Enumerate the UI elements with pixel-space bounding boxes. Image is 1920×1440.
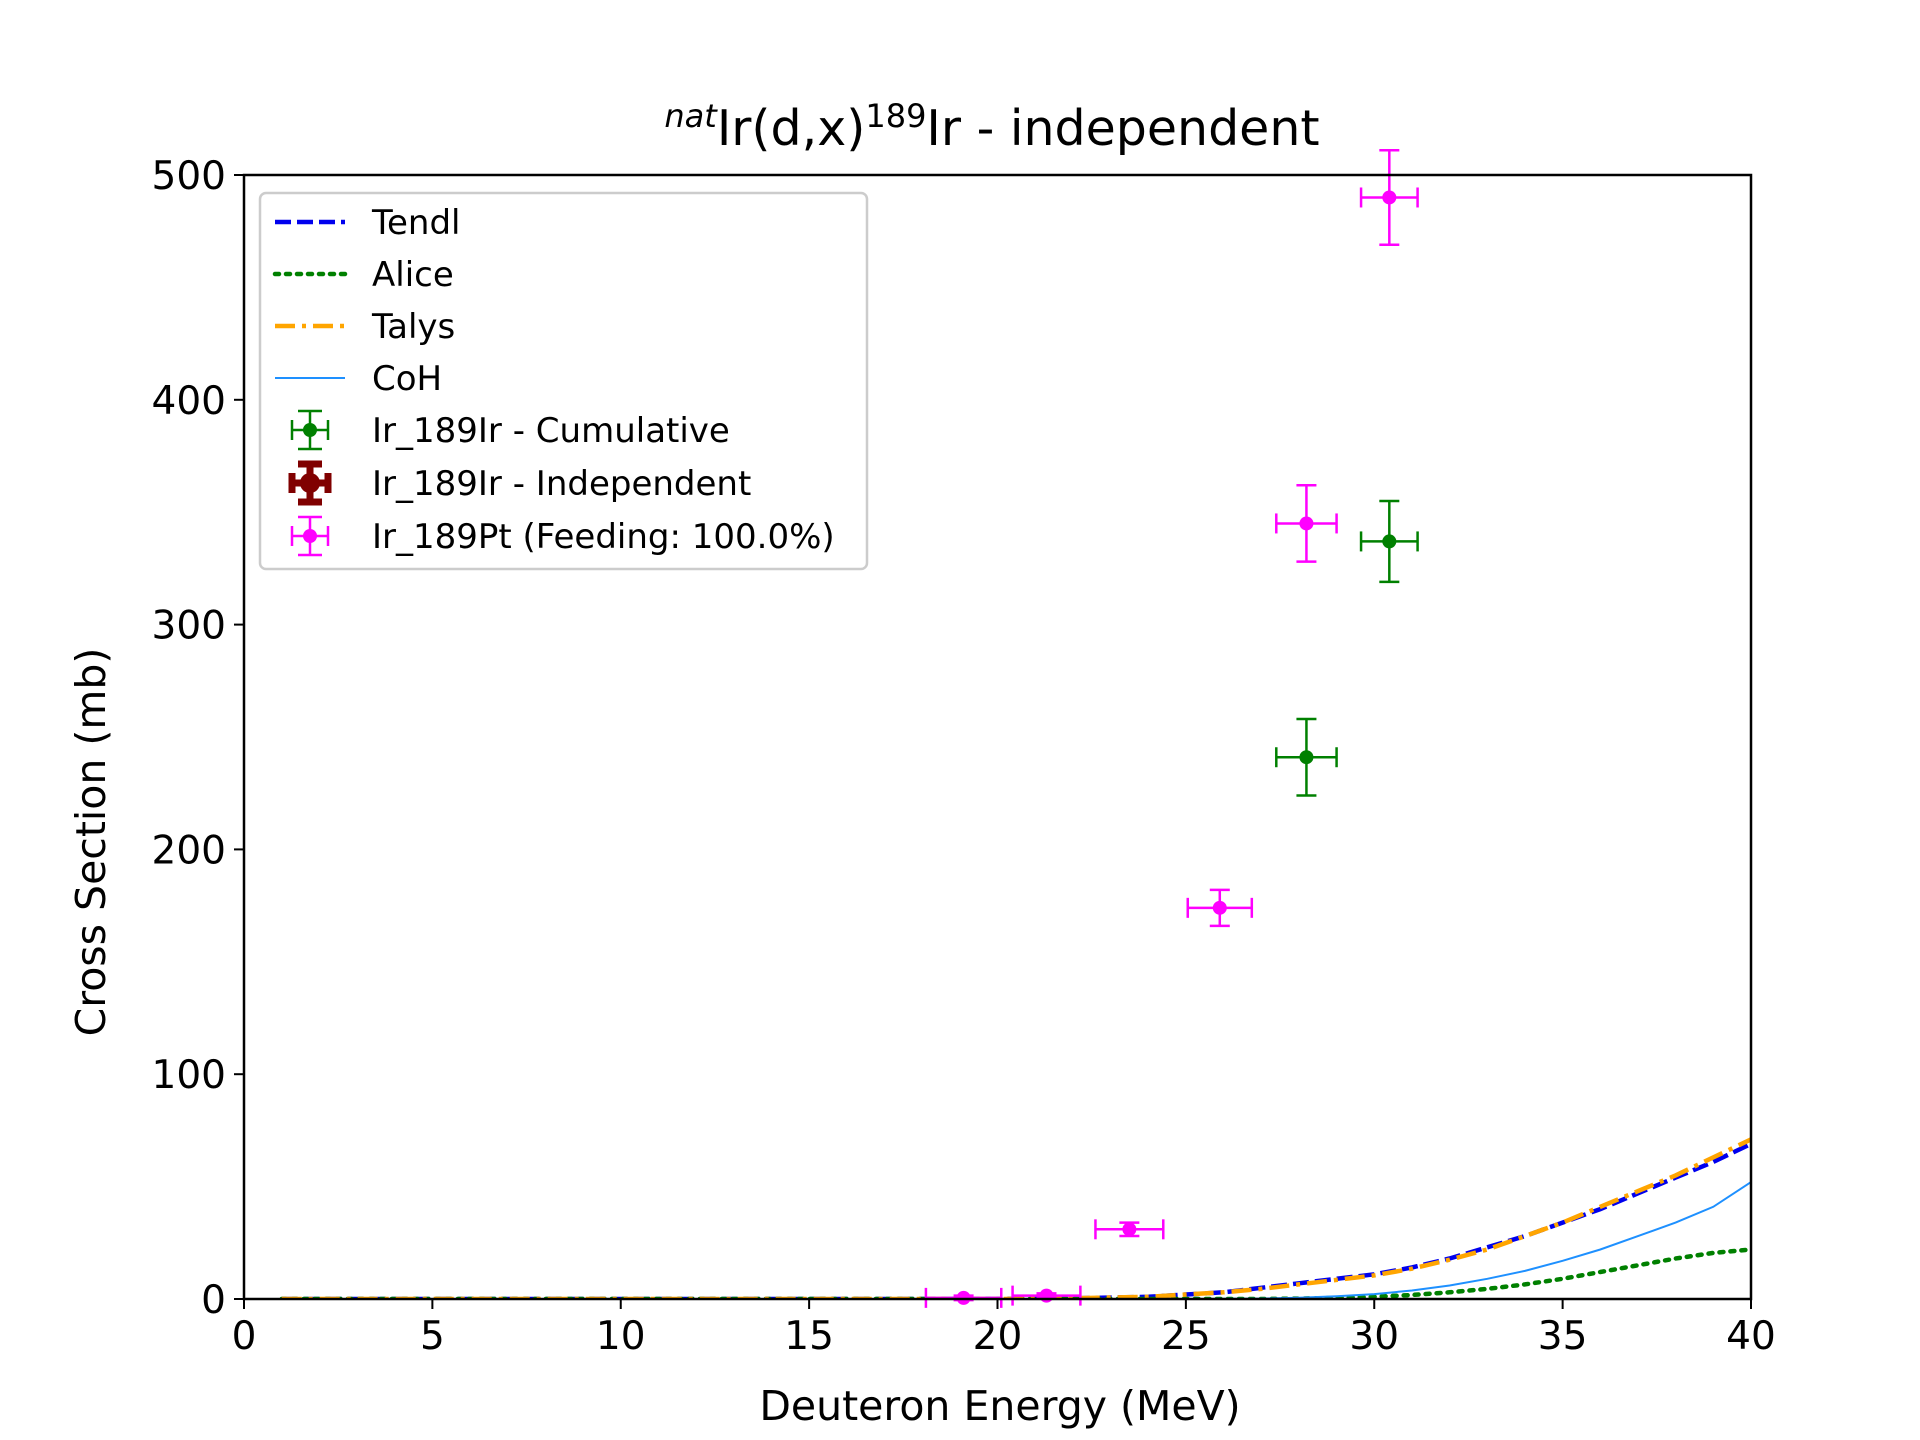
legend-item-tendl: Tendl (275, 203, 461, 243)
data-point (1275, 483, 1338, 563)
title-middle: Ir(d,x) (717, 100, 866, 157)
x-tick-label: 25 (1161, 1314, 1211, 1359)
data-point (1359, 499, 1419, 584)
legend-label: CoH (372, 359, 442, 399)
legend-label: Talys (371, 307, 455, 347)
y-axis-label: Cross Section (mb) (67, 648, 115, 1037)
legend-label: Ir_189Pt (Feeding: 100.0%) (372, 517, 835, 557)
y-tick-label: 100 (152, 1053, 226, 1098)
x-tick-label: 0 (232, 1314, 257, 1359)
y-tick-label: 500 (152, 154, 226, 199)
x-tick-label: 10 (596, 1314, 646, 1359)
legend-item-series: Ir_189Ir - Cumulative (290, 409, 730, 451)
legend-label: Ir_189Ir - Independent (372, 464, 751, 504)
x-tick-label: 20 (973, 1314, 1023, 1359)
chart-title: natIr(d,x)189Ir - independent (664, 97, 1319, 157)
legend-item-series: Ir_189Ir - Independent (288, 460, 751, 506)
legend-label: Ir_189Ir - Cumulative (372, 411, 730, 451)
x-axis-label: Deuteron Energy (MeV) (759, 1382, 1240, 1430)
title-suffix: Ir - independent (926, 100, 1319, 157)
data-point (1275, 717, 1338, 797)
curve-alice (279, 1247, 1751, 1299)
legend-item-alice: Alice (272, 255, 454, 295)
data-point (1186, 888, 1254, 928)
x-tick-label: 35 (1538, 1314, 1588, 1359)
y-tick-label: 300 (152, 604, 226, 649)
legend-box (258, 191, 869, 571)
curve-coh (281, 1181, 1751, 1299)
y-tick-label: 200 (152, 828, 226, 873)
x-axis-ticks: 0 5 10 15 20 25 30 35 40 (232, 1299, 1776, 1359)
legend-label: Tendl (371, 203, 461, 243)
title-sup-nat: nat (664, 97, 718, 135)
legend: Tendl Alice Talys CoH Ir_189Ir - Cumulative I… (258, 191, 869, 571)
legend-label: Alice (372, 255, 454, 295)
legend-item-series: Ir_189Pt (Feeding: 100.0%) (290, 515, 835, 557)
y-tick-label: 0 (201, 1278, 226, 1323)
legend-item-talys: Talys (275, 307, 455, 347)
data-point (1094, 1219, 1165, 1240)
title-sup-189: 189 (865, 97, 926, 135)
y-tick-label: 400 (152, 379, 226, 424)
x-tick-label: 30 (1349, 1314, 1399, 1359)
data-point (1359, 149, 1419, 246)
x-tick-label: 15 (784, 1314, 834, 1359)
x-tick-label: 5 (420, 1314, 445, 1359)
legend-item-coh: CoH (275, 359, 442, 399)
x-tick-label: 40 (1726, 1314, 1776, 1359)
y-axis-ticks: 0 100 200 300 400 500 (152, 154, 244, 1323)
